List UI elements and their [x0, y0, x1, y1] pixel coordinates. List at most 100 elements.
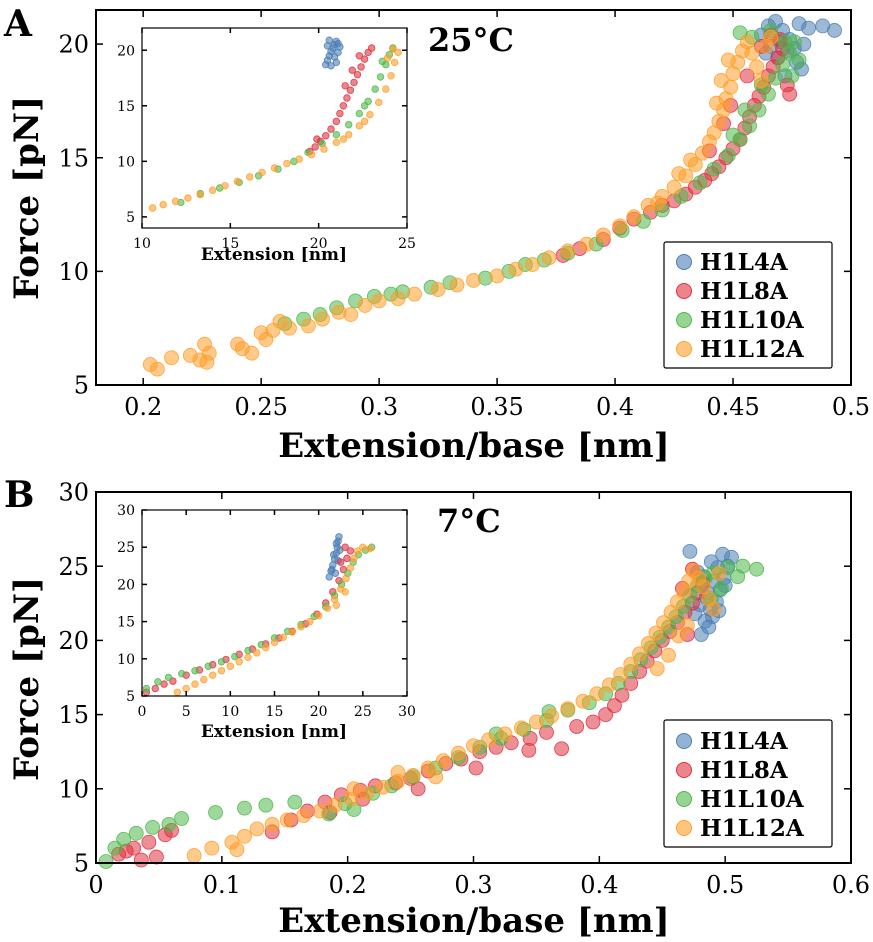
panel-b-h1l10a-point-5	[161, 817, 177, 832]
panel-a-h1l12a-point-60	[683, 152, 698, 168]
panel-b-inset-h1l8a-point-19	[343, 554, 351, 563]
panel-a-inset-h1l8a-point-9	[346, 86, 355, 94]
panel-b-inset-h1l8a-point-1	[151, 684, 159, 693]
panel-b-x-tick-label-0: 0	[88, 871, 103, 899]
panel-a-inset-h1l12a-point-17	[355, 122, 363, 130]
panel-b-inset-h1l12a-point-5	[217, 667, 226, 675]
panel-a-h1l12a-point-59	[709, 95, 724, 111]
panel-b-inset-h1l10a-point-1	[154, 678, 162, 686]
x-axis-label-a: Extension/base [nm]	[278, 426, 669, 466]
panel-a-y-tick-label-0: 5	[74, 372, 89, 400]
panel-a-h1l10a-point-35	[791, 52, 807, 68]
panel-b-inset-h1l12a-point-14	[297, 623, 305, 631]
panel-b-inset-h1l12a-point-6	[226, 662, 235, 670]
panel-b-h1l10a-point-2	[116, 831, 132, 847]
panel-b-h1l12a-point-46	[661, 647, 676, 663]
panel-a-h1l12a-point-17	[315, 311, 330, 327]
panel-a-x-tick-label-1: 0.25	[234, 393, 287, 421]
panel-a-inset-x-tick-label-0: 10	[133, 236, 151, 252]
panel-b-h1l10a-point-40	[749, 561, 765, 577]
panel-a-h1l12a-point-29	[525, 257, 540, 272]
panel-a-h1l12a-point-53	[749, 59, 765, 75]
panel-a-inset-h1l8a-point-11	[353, 70, 362, 79]
panel-b-h1l12a-point-32	[648, 625, 664, 641]
panel-b-h1l12a-point-25	[575, 693, 591, 709]
panel-b-x-tick-label-1: 0.1	[203, 871, 241, 899]
legend-label-h1l8a-b: H1L8A	[700, 757, 789, 784]
panel-a-inset-h1l8a-point-15	[367, 44, 376, 52]
panel-b-inset-h1l12a-point-12	[279, 633, 288, 641]
panel-b-h1l8a-point-27	[585, 714, 601, 730]
panel-a-h1l12a-point-7	[201, 345, 217, 361]
panel-b-h1l12a-point-8	[312, 803, 328, 819]
panel-b-h1l10a-point-0	[98, 854, 114, 869]
panel-b-h1l12a-point-14	[405, 768, 421, 783]
panel-a-inset-h1l12a-point-24	[389, 45, 397, 53]
panel-a-inset-h1l12a-point-5	[208, 186, 217, 194]
panel-a-h1l10a-point-34	[777, 34, 793, 50]
panel-a-h1l12a-point-30	[541, 250, 557, 266]
panel-b-inset-h1l4a-point-7	[335, 533, 343, 541]
panel-b-h1l8a-point-2	[126, 840, 142, 856]
legend-b: H1L4A H1L8A H1L10A H1L12A	[663, 719, 833, 848]
panel-a-inset-h1l12a-point-25	[383, 54, 392, 62]
panel-b-inset-h1l12a-point-17	[323, 604, 332, 612]
panel-b-inset-h1l10a-point-8	[244, 646, 252, 655]
panel-b-h1l4a-point-14	[715, 546, 731, 562]
panel-a-h1l8a-point-30	[739, 68, 755, 84]
panel-b-h1l12a-point-20	[497, 726, 513, 742]
panel-b-inset-h1l10a-point-0	[142, 684, 151, 693]
inset-background-b	[142, 510, 407, 696]
panel-b-inset-h1l10a-point-4	[191, 667, 199, 675]
panel-a-inset-h1l8a-point-12	[357, 63, 365, 71]
panel-a-inset-h1l12a-point-23	[394, 48, 402, 57]
panel-b-inset-h1l12a-point-9	[253, 649, 261, 657]
panel-b-h1l12a-point-12	[375, 779, 391, 795]
panel-a-h1l12a-point-25	[449, 277, 465, 293]
panel-b-h1l12a-point-19	[481, 732, 497, 748]
panel-a-inset-h1l4a-point-14	[327, 62, 335, 70]
panel-b-h1l10a-point-9	[258, 797, 274, 813]
panel-b-inset-h1l12a-point-21	[346, 564, 355, 572]
panel-a-h1l12a-point-28	[508, 261, 524, 277]
panel-a-y-tick-label-1: 10	[58, 258, 89, 286]
panel-a-inset-h1l12a-point-11	[283, 159, 291, 168]
panel-a-h1l10a-point-22	[720, 148, 736, 163]
panel-a-x-tick-label-6: 0.5	[832, 393, 870, 421]
legend-marker-h1l12a-b	[676, 820, 692, 836]
panel-a-inset-h1l4a-point-13	[332, 58, 341, 67]
panel-letter-b: B	[4, 474, 34, 516]
panel-b-h1l12a-point-24	[560, 701, 576, 717]
panel-a-h1l12a-point-61	[671, 166, 687, 182]
panel-a-h1l12a-point-58	[713, 73, 729, 88]
panel-a-chart: A 25°C 0.2 0.25 0.3 0.35 0.4 0.45 0.5 5101520 …	[3, 3, 870, 466]
panel-a-inset-h1l8a-point-13	[360, 55, 369, 63]
panel-a-inset-x-tick-label-3: 25	[398, 236, 416, 252]
panel-b-h1l8a-point-29	[607, 698, 622, 714]
panel-b-h1l12a-point-21	[513, 720, 529, 736]
panel-a-h1l10a-point-39	[725, 127, 741, 143]
panel-b-h1l12a-point-49	[428, 769, 444, 785]
panel-a-h1l12a-point-62	[650, 195, 665, 211]
legend-label-h1l4a-a: H1L4A	[700, 249, 789, 276]
panel-b-y-tick-label-4: 25	[58, 553, 89, 581]
panel-a-h1l12a-point-32	[579, 236, 595, 252]
panel-b-inset-y-tick-label-4: 25	[117, 540, 135, 556]
panel-b-x-tick-label-4: 0.4	[580, 871, 618, 899]
panel-b-chart: B 7°C 0 0.1 0.2 0.3 0.4 0.5 0.6 5 10 15 20 25 30 Ex…	[4, 474, 870, 941]
panel-letter-a: A	[3, 3, 33, 45]
panel-a-h1l12a-point-16	[300, 318, 316, 334]
panel-a-h1l12a-point-38	[666, 179, 682, 195]
panel-a-h1l10a-point-21	[706, 161, 722, 177]
panel-a-inset-h1l12a-point-20	[382, 85, 390, 93]
panel-b-inset-h1l10a-point-6	[217, 658, 226, 666]
panel-b-h1l8a-point-25	[554, 741, 569, 757]
panel-a-h1l10a-point-20	[692, 175, 708, 191]
panel-a-h1l10a-point-36	[784, 68, 800, 84]
panel-b-inset-h1l8a-point-2	[160, 680, 168, 688]
legend-label-h1l10a-a: H1L10A	[700, 307, 805, 334]
panel-b-h1l12a-point-6	[279, 812, 295, 828]
panel-b-inset-h1l8a-point-20	[346, 547, 355, 555]
panel-a-inset-h1l4a-point-11	[334, 48, 342, 57]
legend-label-h1l4a-b: H1L4A	[700, 728, 789, 755]
